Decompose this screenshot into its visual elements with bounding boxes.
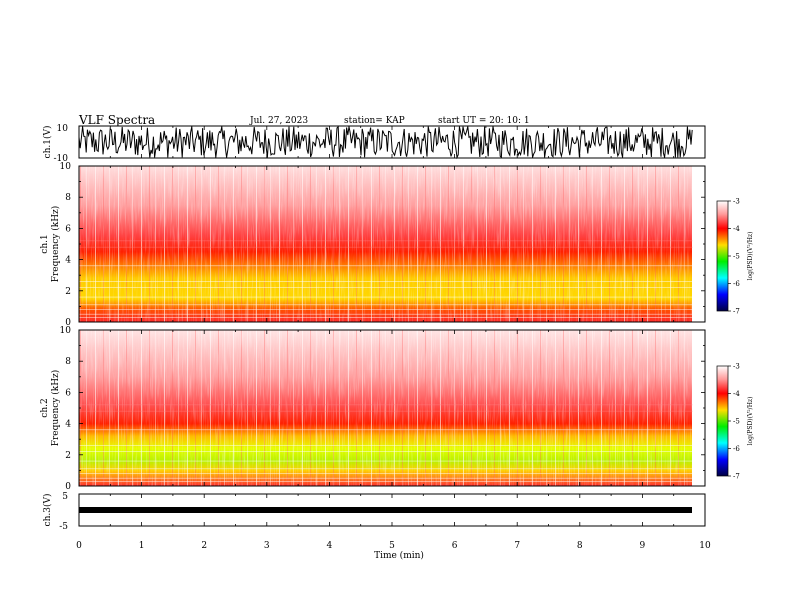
ch1-spectrogram-yticks: 0 2 4 6 8 10 [60, 162, 706, 328]
ch1-waveform-trace [78, 125, 693, 160]
x-axis-label: Time (min) [374, 550, 424, 561]
y-tick-label: 4 [65, 420, 71, 430]
colorbar-tick-label: -4 [733, 225, 740, 233]
colorbar-tick-label: -3 [733, 363, 740, 371]
ch1-colorbar [716, 200, 729, 312]
figure-title: VLF Spectra [78, 113, 155, 127]
ch1-waveform-ymax-label: 10 [57, 124, 69, 134]
ch2-spectrogram-ylabel-line2: Frequency (kHz) [50, 370, 61, 447]
y-tick-label: 0 [65, 482, 71, 492]
x-tick-label: 4 [327, 541, 333, 551]
y-tick-label: 8 [65, 357, 71, 367]
x-tick-label: 10 [699, 541, 711, 551]
ch3-waveform-ymin-label: -5 [59, 522, 68, 532]
ch3-waveform-panel: 5 -5 ch.3(V) 0 1 2 3 4 5 6 7 8 9 10 Time (min) [42, 492, 711, 561]
colorbar-tick-label: -7 [733, 308, 740, 316]
y-tick-label: 2 [65, 287, 71, 297]
x-tick-label: 7 [514, 541, 520, 551]
ch2-colorbar-ticks: -3 -4 -5 -6 -7 [728, 363, 740, 481]
ch1-colorbar-label: log(PSD)(V²/Hz) [747, 232, 754, 281]
x-tick-label: 2 [201, 541, 207, 551]
y-tick-label: 0 [65, 318, 71, 328]
y-tick-label: 8 [65, 193, 71, 203]
ch1-spectrogram-texture [79, 166, 692, 322]
y-tick-label: 4 [65, 256, 71, 266]
ch3-waveform-ymax-label: 5 [62, 492, 68, 502]
ch1-waveform-ylabel: ch.1(V) [42, 126, 53, 159]
ch3-waveform-ylabel: ch.3(V) [42, 494, 53, 527]
ch2-spectrogram-texture [79, 330, 692, 486]
ch1-colorbar-ticks: -3 -4 -5 -6 -7 [728, 198, 740, 316]
x-tick-label: 1 [139, 541, 145, 551]
y-tick-label: 2 [65, 451, 71, 461]
ch1-waveform-ymin-label: -10 [54, 154, 69, 164]
ch1-spectrogram-lines [79, 240, 693, 318]
x-tick-label: 6 [452, 541, 458, 551]
colorbar-tick-label: -6 [733, 445, 740, 453]
ch2-colorbar-label: log(PSD)(V²/Hz) [747, 397, 754, 446]
ch2-spectrogram-yticks: 0 2 4 6 8 10 [60, 326, 706, 492]
x-tick-label: 0 [76, 541, 82, 551]
colorbar-tick-label: -7 [733, 473, 740, 481]
colorbar-tick-label: -5 [733, 253, 740, 261]
ch1-waveform-panel: 10 -10 ch.1(V) [42, 124, 706, 164]
y-tick-label: 10 [60, 162, 72, 172]
ch1-spectrogram-ylabel-line2: Frequency (kHz) [50, 206, 61, 283]
ch2-spectrogram-ylabel-line1: ch.2 [40, 398, 50, 417]
ch3-waveform-trace [79, 507, 692, 513]
ch1-waveform-ticks [78, 126, 706, 158]
colorbar-tick-label: -6 [733, 280, 740, 288]
colorbar-tick-label: -4 [733, 390, 740, 398]
colorbar-tick-label: -3 [733, 198, 740, 206]
start-time-label: start UT = 20: 10: 1 [438, 116, 530, 126]
y-tick-label: 6 [65, 224, 71, 234]
x-tick-label: 5 [389, 541, 395, 551]
ch2-colorbar [716, 365, 729, 477]
station-label: station= KAP [344, 116, 405, 126]
date-label: Jul. 27, 2023 [249, 116, 308, 126]
y-tick-label: 10 [60, 326, 72, 336]
colorbar-tick-label: -5 [733, 418, 740, 426]
x-tick-label: 9 [640, 541, 646, 551]
x-tick-label: 3 [264, 541, 270, 551]
ch1-spectrogram-ylabel-line1: ch.1 [40, 234, 50, 253]
time-axis: 0 1 2 3 4 5 6 7 8 9 10 [76, 494, 711, 551]
y-tick-label: 6 [65, 388, 71, 398]
x-tick-label: 8 [577, 541, 583, 551]
ch2-spectrogram-lines [79, 404, 693, 482]
